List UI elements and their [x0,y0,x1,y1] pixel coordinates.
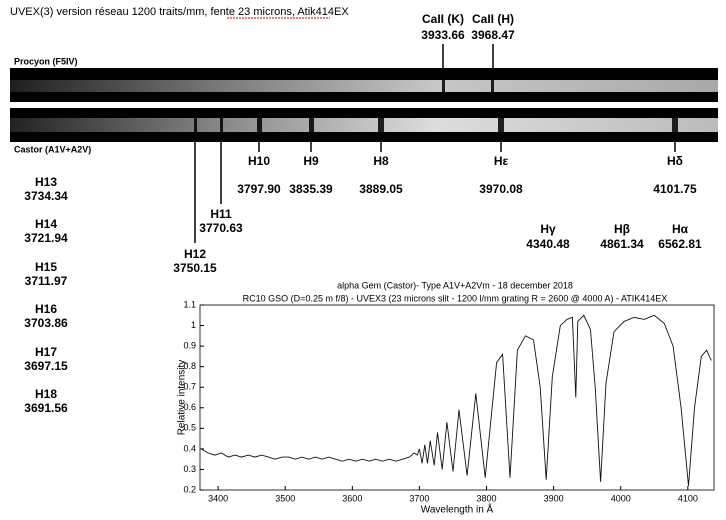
x-tick-label: 4000 [611,493,631,503]
y-tick-label: 0.7 [183,382,196,392]
line-wavelength: 3703.86 [24,316,68,330]
line-name: H12 [184,247,206,261]
y-tick-label: 0.5 [183,423,196,433]
y-tick-label: 0.6 [183,402,196,412]
line-wavelength: 3750.15 [173,261,217,275]
line-name: H15 [35,260,57,274]
line-name: Hδ [667,154,683,168]
plot-frame [199,304,715,491]
line-wavelength: 6562.81 [658,237,702,251]
x-tick-label: 3400 [208,493,228,503]
line-wavelength: 3933.66 [421,28,465,42]
line-labels: CaII (K) 3933.66 CaII (H) 3968.47 H123750.15… [24,12,702,415]
star-label: Castor (A1V+A2V) [14,144,91,154]
chart: alpha Gem (Castor)- Type A1V+A2Vm - 18 d… [177,280,715,516]
y-axis-label: Relative intensity [177,360,188,436]
y-tick-label: 0.2 [183,484,196,494]
line-wavelength: 3970.08 [479,182,523,196]
line-name: Hε [494,154,509,168]
line-name: H11 [210,207,232,221]
line-name: CaII (H) [472,12,514,26]
star-label: Procyon (F5IV) [14,56,78,66]
x-axis-label: Wavelength in Å [421,503,494,516]
line-name: H8 [373,154,389,168]
y-tick-label: 0.3 [183,464,196,474]
y-tick-label: 1.1 [183,299,196,309]
header-title: UVEX(3) version réseau 1200 traits/mm, f… [10,6,349,18]
x-tick-label: 3500 [275,493,295,503]
spectrum-line [201,314,712,486]
line-name: H16 [35,302,57,316]
line-name: H14 [35,217,57,231]
y-tick-label: 0.4 [183,443,196,453]
line-wavelength: 3691.56 [24,401,68,415]
chart-title: alpha Gem (Castor)- Type A1V+A2Vm - 18 d… [337,280,573,290]
x-tick-label: 3900 [544,493,564,503]
x-tick-label: 3800 [477,493,497,503]
x-tick-label: 4100 [678,493,698,503]
line-name: CaII (K) [422,12,464,26]
line-wavelength: 3797.90 [237,182,281,196]
line-wavelength: 3835.39 [289,182,333,196]
x-tick-label: 3700 [409,493,429,503]
line-name: Hβ [614,222,630,236]
absorption-lines [194,78,678,134]
spectrum-band [10,80,718,92]
line-name: Hα [672,222,689,236]
line-wavelength: 4101.75 [653,182,697,196]
line-name: H18 [35,387,57,401]
spectrum-band [10,118,718,132]
chart-subtitle: RC10 GSO (D=0.25 m f/8) - UVEX3 (23 micr… [243,293,668,303]
line-wavelength: 3734.34 [24,189,68,203]
line-name: H13 [35,175,57,189]
x-tick-label: 3600 [342,493,362,503]
y-tick-label: 1 [191,320,196,330]
line-name: Hγ [540,222,556,236]
line-wavelength: 3770.63 [199,221,243,235]
line-name: H17 [35,345,57,359]
line-wavelength: 3889.05 [359,182,403,196]
line-wavelength: 4340.48 [526,237,570,251]
line-name: H9 [303,154,319,168]
line-name: H10 [248,154,270,168]
line-wavelength: 4861.34 [600,237,644,251]
line-wavelength: 3697.15 [24,359,68,373]
line-wavelength: 3721.94 [24,231,68,245]
y-tick-label: 0.9 [183,340,196,350]
y-tick-label: 0.8 [183,361,196,371]
line-wavelength: 3711.97 [25,274,68,288]
line-wavelength: 3968.47 [471,28,515,42]
